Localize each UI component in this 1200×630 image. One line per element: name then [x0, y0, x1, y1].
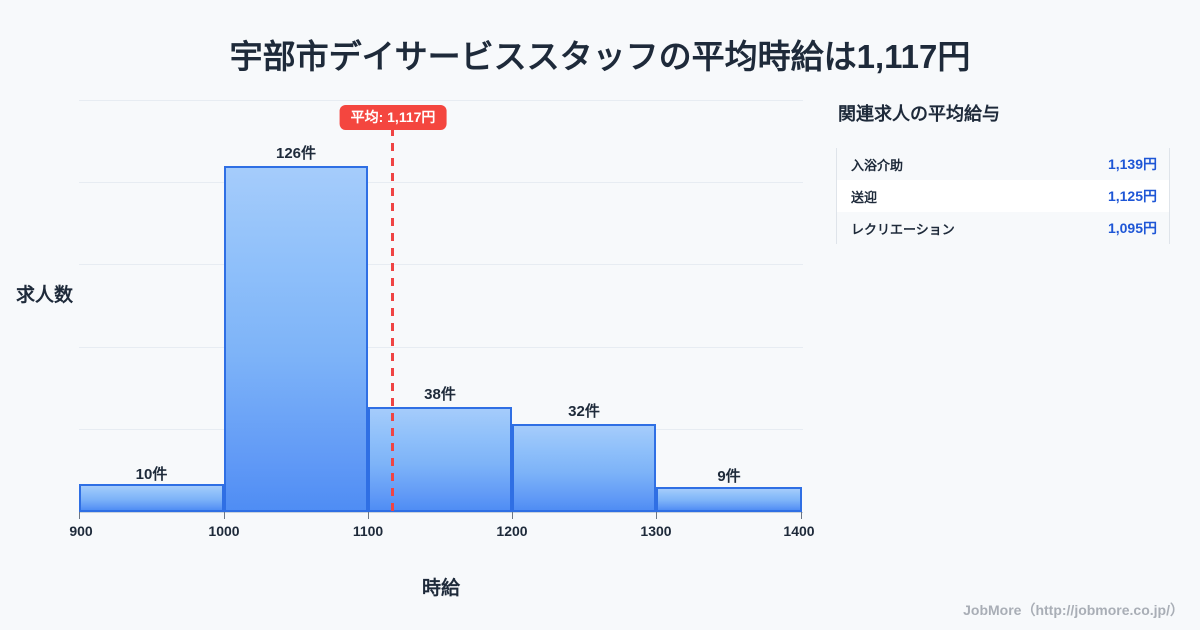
gridline: [79, 182, 803, 183]
bar-value-label: 9件: [717, 468, 741, 485]
bar-value-label: 32件: [568, 403, 600, 420]
bar-1300-1400[interactable]: [656, 487, 802, 512]
x-tick-mark: [368, 512, 369, 519]
average-line: [391, 128, 394, 513]
bar-value-label: 38件: [424, 386, 456, 403]
table-row-label: 入浴介助: [851, 157, 904, 173]
table-row[interactable]: レクリエーション 1,095円: [837, 212, 1169, 244]
table-row-label: レクリエーション: [851, 221, 955, 237]
table-row[interactable]: 入浴介助 1,139円: [837, 148, 1169, 180]
watermark-footer: JobMore（http://jobmore.co.jp/）: [963, 602, 1184, 618]
x-tick-label: 1200: [496, 523, 528, 539]
y-axis-title: 求人数: [16, 285, 74, 306]
gridline: [79, 264, 803, 265]
gridline: [79, 347, 803, 348]
table-row-value: 1,125円: [1107, 188, 1157, 204]
plot-area: 10件 126件 38件 32件 9件 900 1000 1100 1200 1…: [69, 100, 815, 539]
bar-1200-1300[interactable]: [512, 424, 656, 512]
table-row-value: 1,095円: [1107, 220, 1157, 236]
average-badge: 平均: 1,117円: [339, 105, 447, 130]
page-title: 宇部市デイサービススタッフの平均時給は1,117円: [229, 38, 971, 75]
bar-1000-1100[interactable]: [224, 166, 368, 512]
histogram-chart: 求人数 10件 126件 38件 32件 9件 900 1000 1100 12: [16, 100, 815, 599]
x-tick-mark: [79, 512, 80, 519]
table-row-value: 1,139円: [1107, 156, 1157, 172]
x-tick-mark: [801, 512, 802, 519]
gridline: [79, 100, 803, 101]
x-tick-mark: [512, 512, 513, 519]
table-row-label: 送迎: [851, 189, 878, 205]
related-salary-panel: 関連求人の平均給与 入浴介助 1,139円 送迎 1,125円 レクリエーション…: [836, 100, 1170, 244]
table-row[interactable]: 送迎 1,125円: [837, 180, 1169, 212]
x-tick-label: 1000: [208, 523, 240, 539]
x-axis-title: 時給: [421, 578, 460, 599]
bar-1100-1200[interactable]: [368, 407, 512, 512]
related-salary-table: 入浴介助 1,139円 送迎 1,125円 レクリエーション 1,095円: [836, 148, 1170, 244]
x-tick-mark: [656, 512, 657, 519]
bar-900-1000[interactable]: [79, 484, 224, 512]
bar-value-label: 126件: [275, 145, 317, 162]
bar-value-label: 10件: [135, 466, 168, 483]
x-axis-baseline: [79, 512, 803, 513]
x-tick-label: 1100: [352, 523, 384, 539]
x-tick-label: 1400: [783, 523, 815, 539]
x-tick-mark: [224, 512, 225, 519]
related-salary-title: 関連求人の平均給与: [838, 104, 1000, 124]
x-tick-label: 1300: [640, 523, 672, 539]
x-tick-label: 900: [69, 523, 93, 539]
